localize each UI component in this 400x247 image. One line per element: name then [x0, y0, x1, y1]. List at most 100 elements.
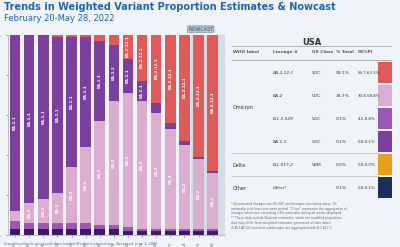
Text: BA.2: BA.2 — [273, 94, 283, 98]
Text: VBM: VBM — [312, 163, 321, 167]
Text: Delta: Delta — [233, 163, 246, 168]
Text: February 20-May 28, 2022: February 20-May 28, 2022 — [4, 14, 114, 22]
Text: B.1.1.529: B.1.1.529 — [273, 117, 294, 121]
Text: BA.2: BA.2 — [41, 206, 45, 216]
Text: % Total: % Total — [336, 50, 354, 54]
Bar — [66, 35, 77, 37]
Bar — [378, 62, 392, 83]
Text: BA.2.12.1: BA.2.12.1 — [168, 68, 172, 89]
Text: 0.1%: 0.1% — [336, 117, 347, 121]
Bar — [165, 233, 176, 235]
Text: BA.2.12.1: BA.2.12.1 — [140, 47, 144, 68]
Text: BA.2: BA.2 — [70, 189, 74, 200]
Bar — [94, 121, 105, 225]
Bar — [151, 231, 162, 233]
Text: Trends in Weighted Variant Proportion Estimates & Nowcast: Trends in Weighted Variant Proportion Es… — [4, 2, 336, 12]
Text: https://covid.cdc.gov/covid-data-tracker/#variant-proportions  Accessed: June 1,: https://covid.cdc.gov/covid-data-tracker… — [4, 242, 158, 246]
Bar — [378, 108, 392, 129]
Text: BA.2: BA.2 — [55, 203, 59, 213]
Text: 0.0%: 0.0% — [336, 163, 347, 167]
Text: 54.7-63.3%: 54.7-63.3% — [358, 71, 380, 75]
Text: BA.2: BA.2 — [140, 159, 144, 170]
Text: 0.1%: 0.1% — [336, 140, 347, 144]
Bar — [80, 229, 91, 233]
Bar — [80, 147, 91, 223]
Bar — [52, 37, 63, 193]
Text: 30.8-58.8%: 30.8-58.8% — [358, 94, 381, 98]
Bar — [179, 233, 190, 235]
Bar — [165, 123, 176, 129]
Bar — [137, 229, 147, 231]
Text: BA.1.1: BA.1.1 — [27, 111, 31, 126]
Text: US Class: US Class — [312, 50, 333, 54]
Text: Other*: Other* — [273, 186, 288, 190]
Text: BA.1.1: BA.1.1 — [84, 84, 88, 99]
Bar — [52, 223, 63, 229]
Bar — [66, 233, 77, 235]
Bar — [80, 35, 91, 37]
Text: * Enumerated lineages are US VOC and lineages circulating above 1%
nationally in: * Enumerated lineages are US VOC and lin… — [231, 202, 347, 230]
Bar — [193, 233, 204, 235]
Bar — [378, 154, 392, 175]
Bar — [108, 101, 119, 225]
Text: 0.0-0.1%: 0.0-0.1% — [358, 186, 376, 190]
Text: BA.2.12.1: BA.2.12.1 — [196, 85, 200, 106]
Text: BA.2.12.1: BA.2.12.1 — [182, 77, 186, 98]
Bar — [123, 93, 133, 227]
Text: BA.2.12.1: BA.2.12.1 — [126, 36, 130, 57]
Bar — [94, 35, 105, 41]
Text: BA.2: BA.2 — [98, 167, 102, 178]
Bar — [123, 59, 133, 93]
Text: BA.2: BA.2 — [84, 179, 88, 190]
Bar — [207, 171, 218, 173]
Bar — [207, 173, 218, 229]
Bar — [151, 229, 162, 231]
Bar — [24, 223, 34, 229]
Text: BA.1.1: BA.1.1 — [55, 107, 59, 122]
Text: 59.1%: 59.1% — [336, 71, 350, 75]
Bar — [80, 37, 91, 147]
Text: BA.1.1: BA.1.1 — [126, 68, 130, 83]
Bar — [151, 113, 162, 229]
Text: BA.2: BA.2 — [112, 157, 116, 168]
Bar — [378, 131, 392, 152]
Bar — [123, 227, 133, 231]
Bar — [207, 229, 218, 231]
Bar — [10, 221, 20, 229]
Text: BA.2: BA.2 — [168, 173, 172, 184]
Bar — [193, 35, 204, 157]
Text: BA.2: BA.2 — [27, 207, 31, 218]
Text: BA.2.12.1: BA.2.12.1 — [211, 92, 215, 113]
Bar — [24, 203, 34, 223]
Bar — [192, 35, 225, 235]
Text: BA.2: BA.2 — [196, 188, 200, 199]
Bar — [179, 145, 190, 229]
Bar — [179, 141, 190, 145]
Text: USA: USA — [302, 38, 321, 47]
Bar — [137, 35, 147, 81]
Text: BA.1.1: BA.1.1 — [140, 83, 144, 98]
Bar — [165, 229, 176, 231]
Bar — [137, 101, 147, 229]
Bar — [108, 229, 119, 233]
Bar — [108, 233, 119, 235]
Text: WHO label: WHO label — [233, 50, 258, 54]
Text: BA.1.1: BA.1.1 — [13, 115, 17, 130]
Bar — [378, 177, 392, 198]
Bar — [137, 231, 147, 233]
Bar — [108, 35, 119, 44]
Text: BA.2: BA.2 — [182, 182, 186, 192]
Bar — [66, 167, 77, 223]
Text: VOC: VOC — [312, 117, 321, 121]
Text: 34.7%: 34.7% — [336, 94, 350, 98]
Bar — [151, 233, 162, 235]
Bar — [108, 44, 119, 101]
Text: 4.1-8.8%: 4.1-8.8% — [358, 117, 376, 121]
Bar — [10, 229, 20, 233]
Bar — [38, 35, 48, 199]
Bar — [94, 41, 105, 121]
Bar — [66, 37, 77, 167]
Bar — [193, 229, 204, 231]
Bar — [52, 193, 63, 223]
Text: BA.1.1: BA.1.1 — [70, 94, 74, 109]
